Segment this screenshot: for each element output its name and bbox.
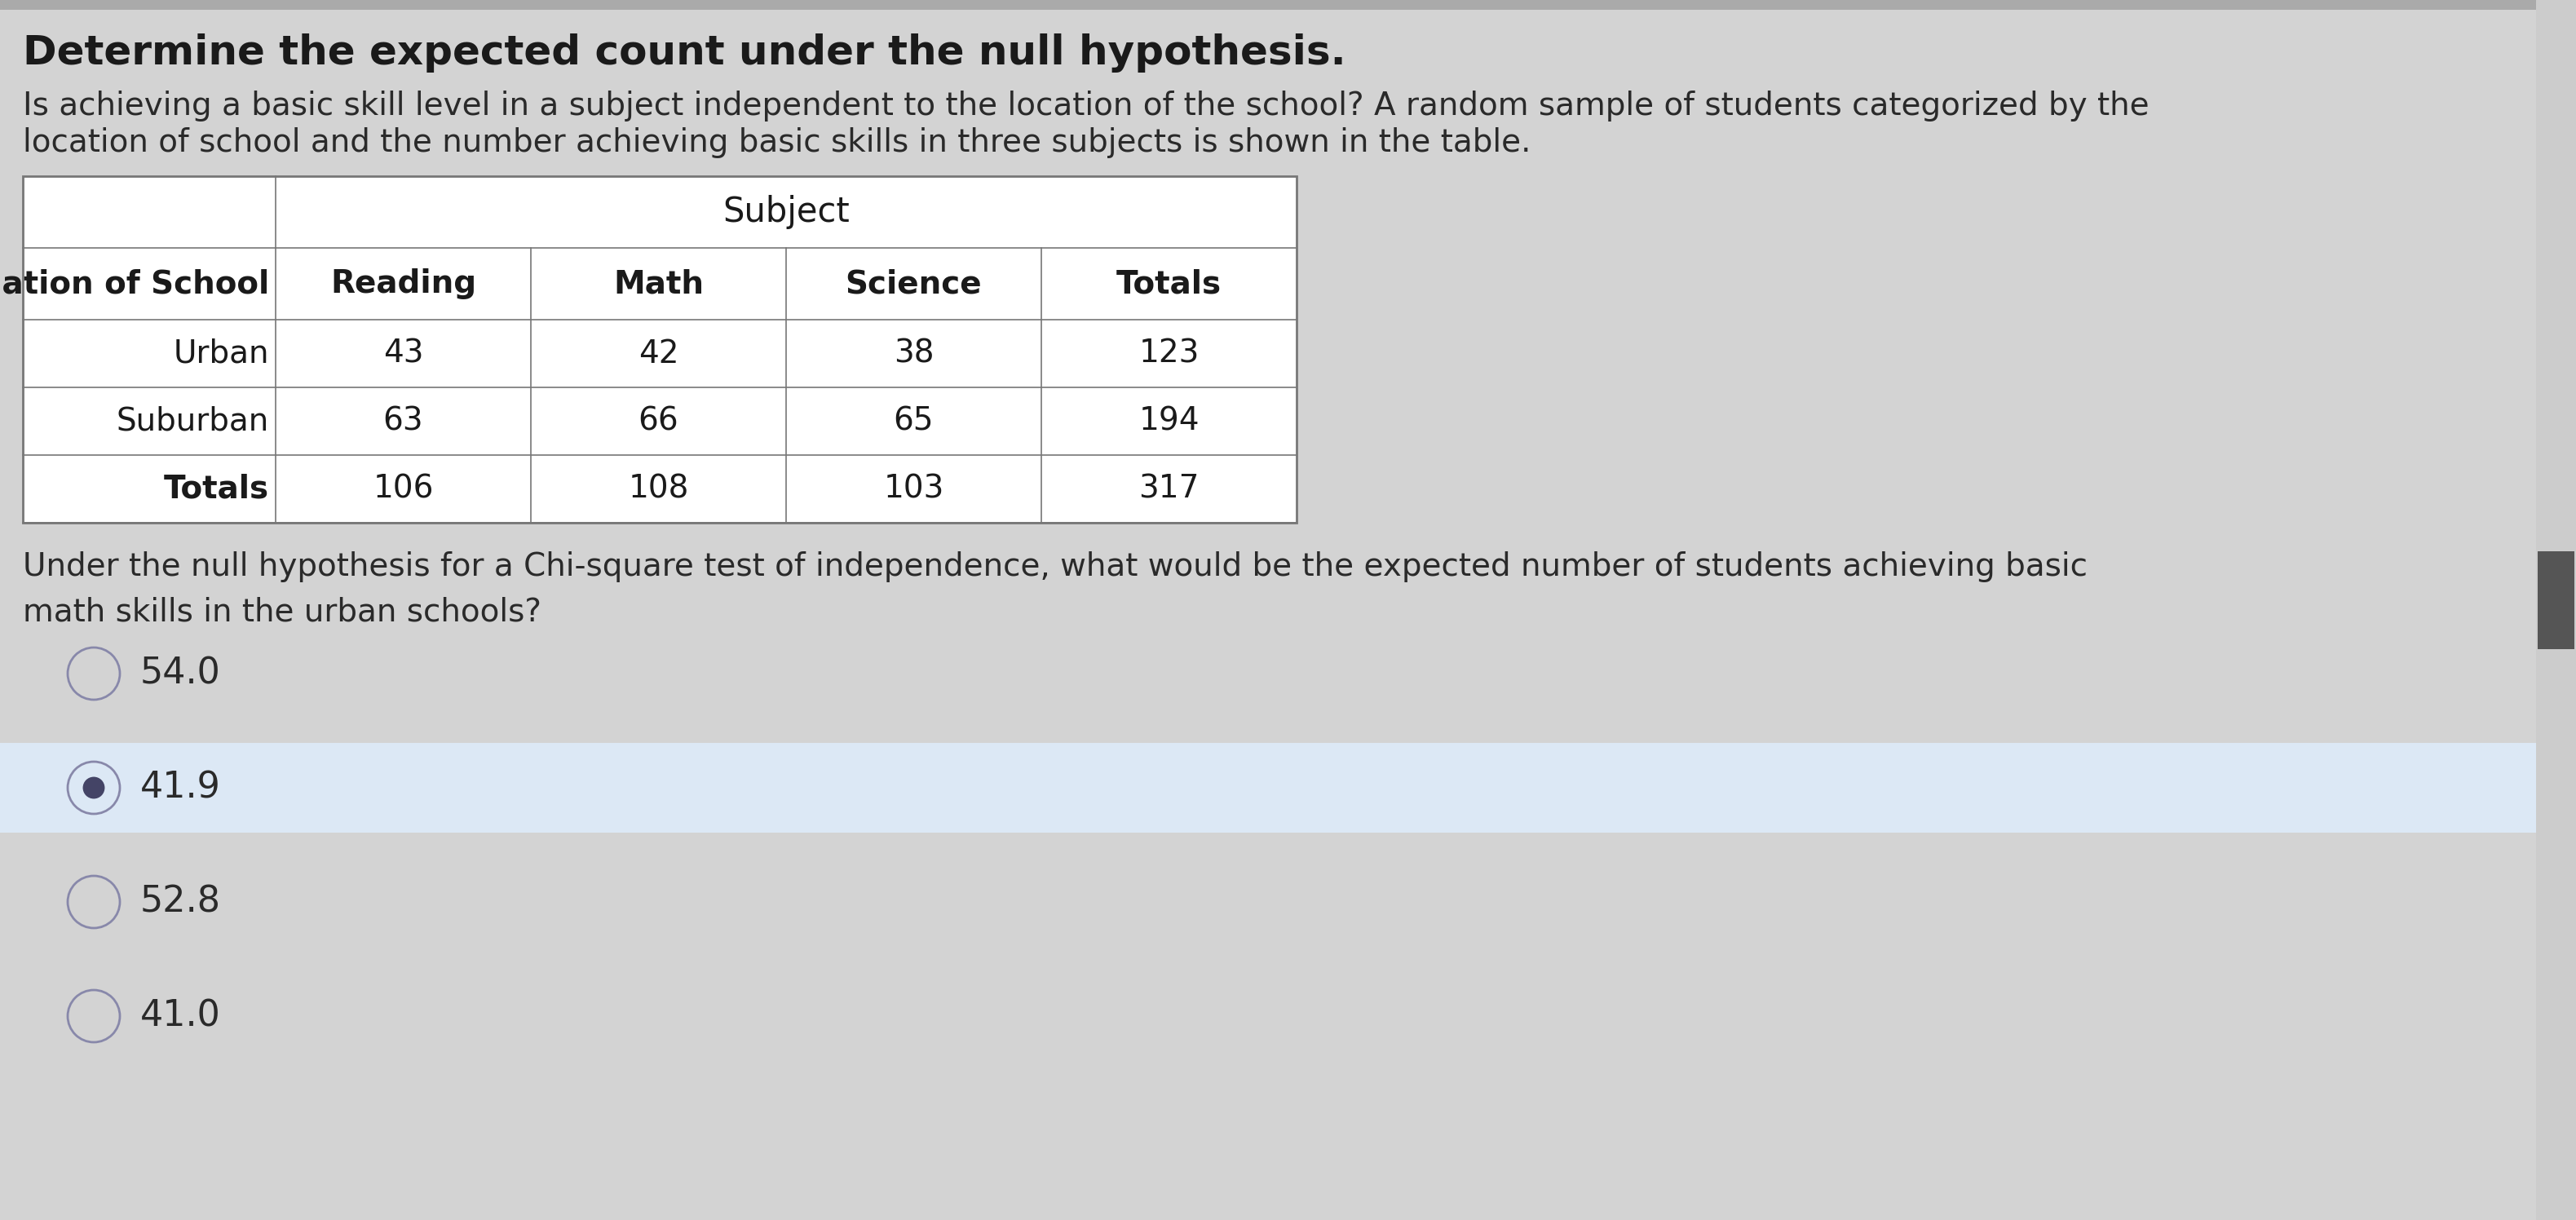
Bar bbox=[23, 176, 1296, 522]
Text: 106: 106 bbox=[374, 473, 433, 504]
Text: 194: 194 bbox=[1139, 406, 1200, 437]
Text: Subject: Subject bbox=[724, 195, 850, 229]
Text: 38: 38 bbox=[894, 338, 935, 368]
Text: 43: 43 bbox=[384, 338, 422, 368]
Text: 41.9: 41.9 bbox=[139, 770, 222, 805]
Text: 42: 42 bbox=[639, 338, 677, 368]
Text: 63: 63 bbox=[384, 406, 422, 437]
Text: Math: Math bbox=[613, 268, 703, 299]
Text: Reading: Reading bbox=[330, 268, 477, 299]
Text: 52.8: 52.8 bbox=[139, 884, 222, 920]
Bar bbox=[2535, 0, 2576, 1220]
Bar bbox=[2537, 551, 2573, 649]
Circle shape bbox=[82, 777, 106, 799]
Text: 41.0: 41.0 bbox=[139, 999, 222, 1033]
Text: math skills in the urban schools?: math skills in the urban schools? bbox=[23, 597, 541, 627]
Text: Suburban: Suburban bbox=[116, 406, 268, 437]
Text: Under the null hypothesis for a Chi-square test of independence, what would be t: Under the null hypothesis for a Chi-squa… bbox=[23, 551, 2087, 582]
Text: 103: 103 bbox=[884, 473, 943, 504]
Text: Totals: Totals bbox=[1115, 268, 1221, 299]
Text: 317: 317 bbox=[1139, 473, 1200, 504]
Text: Location of School: Location of School bbox=[0, 268, 268, 299]
Text: 108: 108 bbox=[629, 473, 688, 504]
Text: location of school and the number achieving basic skills in three subjects is sh: location of school and the number achiev… bbox=[23, 127, 1530, 159]
Text: Determine the expected count under the null hypothesis.: Determine the expected count under the n… bbox=[23, 33, 1347, 72]
Bar bbox=[23, 176, 1296, 522]
Text: Totals: Totals bbox=[165, 473, 268, 504]
Text: 123: 123 bbox=[1139, 338, 1200, 368]
Text: 65: 65 bbox=[894, 406, 935, 437]
Text: Urban: Urban bbox=[173, 338, 268, 368]
Text: 54.0: 54.0 bbox=[139, 656, 222, 692]
Text: Science: Science bbox=[845, 268, 981, 299]
Text: Is achieving a basic skill level in a subject independent to the location of the: Is achieving a basic skill level in a su… bbox=[23, 90, 2148, 122]
Bar bbox=[0, 743, 2545, 832]
Bar bbox=[0, 0, 2576, 10]
Text: 66: 66 bbox=[639, 406, 677, 437]
